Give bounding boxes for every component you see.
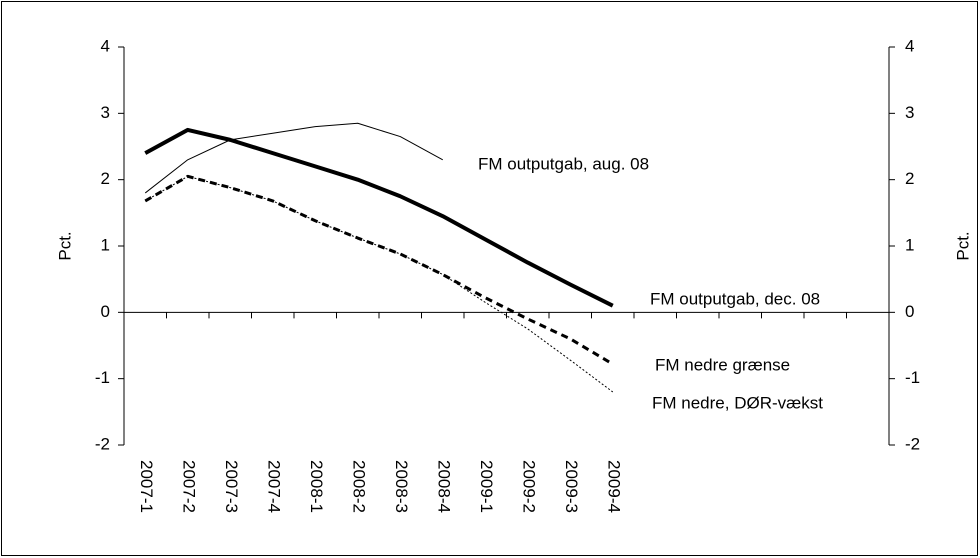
x-tick-label: 2007-2	[179, 460, 198, 513]
x-tick-label: 2007-1	[137, 460, 156, 513]
y-tick-label: 3	[101, 103, 110, 122]
x-tick-label: 2009-1	[477, 460, 496, 513]
y-tick-label: 4	[101, 36, 110, 55]
x-tick-label: 2007-3	[222, 460, 241, 513]
series-line	[144, 175, 614, 393]
y2-tick-label: 0	[905, 302, 914, 321]
x-tick-label: 2008-4	[434, 460, 453, 513]
series-line	[144, 122, 443, 194]
x-tick-label: 2009-2	[519, 460, 538, 513]
y-tick-label: 1	[101, 235, 110, 254]
x-tick-label: 2008-2	[349, 460, 368, 513]
series-label: FM outputgab, aug. 08	[478, 154, 649, 173]
y2-tick-label: -1	[905, 368, 920, 387]
y-axis-label: Pct.	[55, 231, 74, 260]
x-tick-label: 2007-4	[264, 460, 283, 513]
y-tick-label: -2	[95, 434, 110, 453]
series-label: FM outputgab, dec. 08	[650, 289, 820, 308]
series-label: FM nedre grænse	[655, 355, 790, 374]
series-line	[144, 127, 614, 308]
x-tick-label: 2009-4	[604, 460, 623, 513]
y-tick-label: 0	[101, 302, 110, 321]
y2-tick-label: 1	[905, 235, 914, 254]
y2-tick-label: -2	[905, 434, 920, 453]
x-tick-label: 2008-1	[307, 460, 326, 513]
y2-tick-label: 4	[905, 36, 914, 55]
y2-tick-label: 2	[905, 169, 914, 188]
y2-tick-label: 3	[905, 103, 914, 122]
y-tick-label: 2	[101, 169, 110, 188]
series-label: FM nedre, DØR-vækst	[652, 393, 823, 412]
x-tick-label: 2008-3	[392, 460, 411, 513]
x-tick-label: 2009-3	[562, 460, 581, 513]
y-tick-label: -1	[95, 368, 110, 387]
y2-axis-label: Pct.	[953, 231, 972, 260]
